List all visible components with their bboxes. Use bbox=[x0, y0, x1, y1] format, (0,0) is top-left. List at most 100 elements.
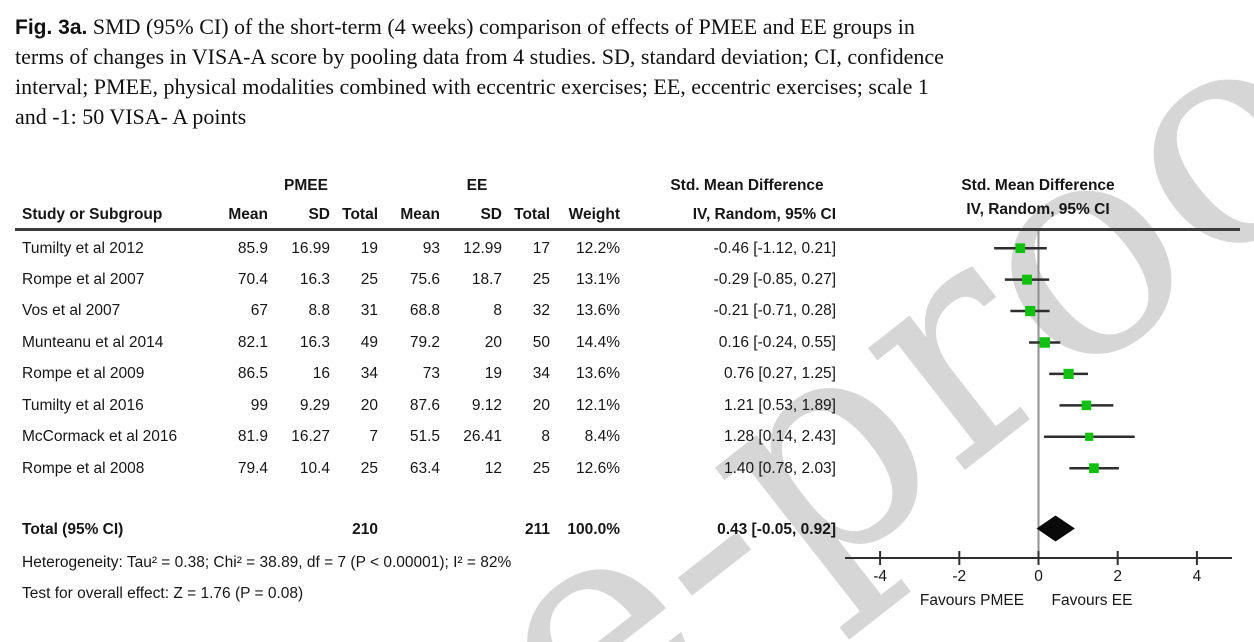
total-pmee-n: 210 bbox=[352, 521, 378, 538]
smd-ci: 1.28 [0.14, 2.43] bbox=[723, 428, 836, 445]
ee-total: 50 bbox=[532, 334, 550, 351]
pmee-total: 25 bbox=[360, 271, 378, 288]
weight: 8.4% bbox=[584, 428, 620, 445]
smd-ci: -0.46 [-1.12, 0.21] bbox=[713, 240, 836, 257]
ee-mean: 68.8 bbox=[409, 302, 440, 319]
pmee-mean: 99 bbox=[250, 397, 268, 414]
col-header-total-ee: Total bbox=[514, 206, 550, 223]
weight: 13.1% bbox=[576, 271, 620, 288]
x-tick-label: -4 bbox=[873, 568, 887, 585]
caption-line-3: interval; PMEE, physical modalities comb… bbox=[15, 74, 929, 99]
figure-label: Fig. 3a. bbox=[15, 16, 88, 39]
pmee-total: 25 bbox=[360, 460, 378, 477]
study-marker bbox=[1025, 305, 1036, 317]
table-row: Tumilty et al 2016 99 9.29 20 87.6 9.12 … bbox=[0, 390, 850, 421]
pmee-mean: 67 bbox=[250, 302, 268, 319]
ee-sd: 12.99 bbox=[463, 240, 502, 257]
study-name: McCormack et al 2016 bbox=[22, 428, 178, 445]
pmee-sd: 8.8 bbox=[308, 302, 330, 319]
total-weight: 100.0% bbox=[567, 521, 620, 538]
col-header-sd-ee: SD bbox=[480, 206, 502, 223]
plot-header-line-2: IV, Random, 95% CI bbox=[966, 201, 1110, 218]
smd-ci: 0.76 [0.27, 1.25] bbox=[723, 365, 836, 382]
smd-ci: 1.21 [0.53, 1.89] bbox=[723, 397, 836, 414]
pmee-mean: 86.5 bbox=[237, 365, 268, 382]
heterogeneity-line: Heterogeneity: Tau² = 0.38; Chi² = 38.89… bbox=[22, 554, 512, 571]
pmee-total: 31 bbox=[360, 302, 378, 319]
overall-effect-line: Test for overall effect: Z = 1.76 (P = 0… bbox=[22, 585, 304, 602]
pmee-sd: 9.29 bbox=[299, 397, 330, 414]
col-header-study: Study or Subgroup bbox=[22, 206, 163, 223]
ee-sd: 12 bbox=[484, 460, 502, 477]
study-marker bbox=[1022, 274, 1033, 285]
weight: 12.1% bbox=[576, 397, 620, 414]
pmee-sd: 16.99 bbox=[291, 240, 330, 257]
study-name: Munteanu et al 2014 bbox=[22, 334, 164, 351]
caption-line-2: terms of changes in VISA-A score by pool… bbox=[15, 44, 944, 69]
weight: 12.2% bbox=[576, 240, 620, 257]
smd-ci: 1.40 [0.78, 2.03] bbox=[723, 460, 836, 477]
weight: 13.6% bbox=[576, 302, 620, 319]
pmee-sd: 10.4 bbox=[299, 460, 330, 477]
col-header-total-pmee: Total bbox=[342, 206, 378, 223]
smd-ci: -0.29 [-0.85, 0.27] bbox=[713, 271, 836, 288]
ee-total: 25 bbox=[532, 460, 550, 477]
ee-sd: 8 bbox=[493, 302, 502, 319]
pmee-mean: 79.4 bbox=[237, 460, 268, 477]
group-header-smd: Std. Mean Difference bbox=[670, 177, 824, 194]
x-tick-label: 0 bbox=[1034, 568, 1043, 585]
favours-right-label: Favours EE bbox=[1051, 592, 1133, 609]
pmee-mean: 81.9 bbox=[237, 428, 268, 445]
ee-total: 32 bbox=[532, 302, 550, 319]
study-marker bbox=[1085, 432, 1094, 441]
study-name: Tumilty et al 2016 bbox=[22, 397, 144, 414]
col-header-mean-ee: Mean bbox=[400, 206, 440, 223]
pmee-sd: 16 bbox=[312, 365, 330, 382]
weight: 14.4% bbox=[576, 334, 620, 351]
ee-mean: 75.6 bbox=[409, 271, 440, 288]
group-header-pmee: PMEE bbox=[284, 177, 328, 194]
col-header-weight: Weight bbox=[568, 206, 620, 223]
smd-ci: -0.21 [-0.71, 0.28] bbox=[713, 302, 836, 319]
total-row: Total (95% CI) 210 211 100.0% 0.43 [-0.0… bbox=[0, 514, 850, 545]
pmee-mean: 82.1 bbox=[237, 334, 268, 351]
pmee-total: 20 bbox=[360, 397, 378, 414]
study-marker bbox=[1015, 243, 1026, 254]
ee-sd: 9.12 bbox=[471, 397, 502, 414]
ee-mean: 51.5 bbox=[409, 428, 440, 445]
ee-mean: 87.6 bbox=[409, 397, 440, 414]
study-marker bbox=[1081, 400, 1092, 411]
pmee-sd: 16.27 bbox=[291, 428, 330, 445]
ee-sd: 20 bbox=[484, 334, 502, 351]
ee-total: 20 bbox=[532, 397, 550, 414]
pmee-total: 34 bbox=[360, 365, 378, 382]
pmee-sd: 16.3 bbox=[299, 334, 330, 351]
caption-line-1-text: SMD (95% CI) of the short-term (4 weeks)… bbox=[92, 14, 915, 39]
ee-total: 8 bbox=[541, 428, 550, 445]
x-tick-label: 2 bbox=[1113, 568, 1122, 585]
study-marker bbox=[1039, 337, 1051, 348]
pmee-sd: 16.3 bbox=[299, 271, 330, 288]
ee-total: 25 bbox=[532, 271, 550, 288]
ee-mean: 79.2 bbox=[409, 334, 440, 351]
ee-total: 17 bbox=[532, 240, 550, 257]
study-name: Rompe et al 2008 bbox=[22, 460, 145, 477]
study-marker bbox=[1089, 463, 1099, 474]
group-header-ee: EE bbox=[466, 177, 488, 194]
table-row: Rompe et al 2009 86.5 16 34 73 19 34 13.… bbox=[0, 358, 850, 389]
pmee-total: 49 bbox=[360, 334, 378, 351]
ee-mean: 93 bbox=[422, 240, 440, 257]
table-row: McCormack et al 2016 81.9 16.27 7 51.5 2… bbox=[0, 421, 850, 452]
table-row: Rompe et al 2008 79.4 10.4 25 63.4 12 25… bbox=[0, 453, 850, 484]
x-tick-label: 4 bbox=[1192, 568, 1202, 585]
pmee-mean: 85.9 bbox=[237, 240, 268, 257]
total-label: Total (95% CI) bbox=[22, 521, 124, 538]
table-row: Tumilty et al 2012 85.9 16.99 19 93 12.9… bbox=[0, 233, 850, 264]
study-name: Tumilty et al 2012 bbox=[22, 240, 144, 257]
table-row: Vos et al 2007 67 8.8 31 68.8 8 32 13.6%… bbox=[0, 295, 850, 326]
study-name: Vos et al 2007 bbox=[22, 302, 121, 319]
caption-line-1: Fig. 3a. SMD (95% CI) of the short-term … bbox=[15, 12, 1195, 44]
column-header-row: Study or Subgroup Mean SD Total Mean SD … bbox=[0, 199, 850, 230]
